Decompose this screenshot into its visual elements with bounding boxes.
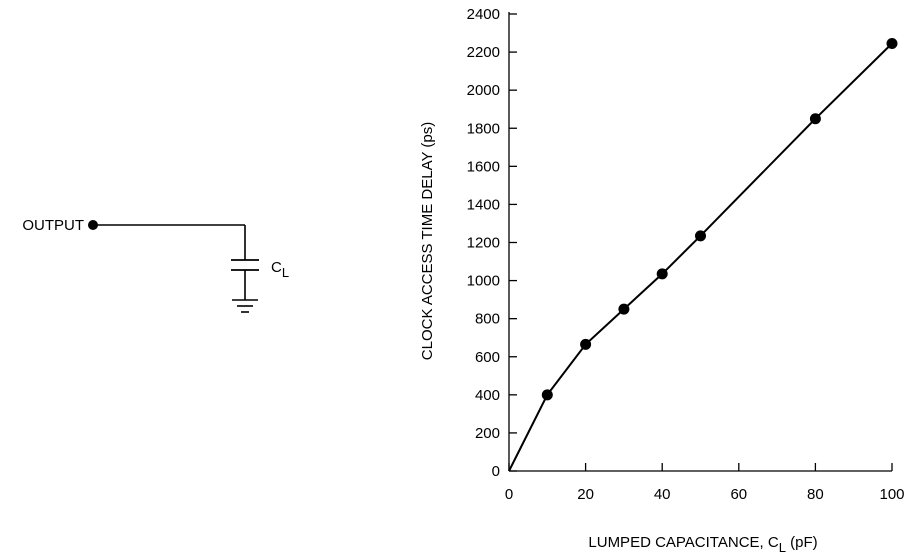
y-tick-label: 1400 — [467, 196, 500, 213]
y-tick-label: 600 — [475, 349, 500, 366]
capacitor-label-subscript: L — [282, 265, 289, 280]
data-points — [541, 38, 898, 401]
data-point — [809, 113, 821, 125]
y-tick-label: 1200 — [467, 235, 500, 252]
data-point — [886, 38, 898, 50]
data-point — [656, 268, 668, 280]
output-load-circuit: OUTPUT CL — [22, 217, 289, 313]
y-tick-label: 2400 — [467, 6, 500, 23]
x-tick-label: 40 — [654, 486, 671, 503]
series-line — [508, 42, 893, 472]
x-tick-label: 0 — [505, 486, 513, 503]
capacitor-label: CL — [271, 259, 289, 280]
x-tick-label: 60 — [730, 486, 747, 503]
output-label: OUTPUT — [22, 217, 84, 234]
y-axis-title: CLOCK ACCESS TIME DELAY (ps) — [419, 122, 436, 360]
x-axis-title-main: LUMPED CAPACITANCE, C — [588, 534, 778, 551]
y-tick-label: 1800 — [467, 120, 500, 137]
y-tick-label: 400 — [475, 387, 500, 404]
x-ticks: 0 20 40 60 80 100 — [505, 463, 905, 503]
x-axis-title-unit: (pF) — [786, 534, 818, 551]
y-tick-label: 2200 — [467, 44, 500, 61]
x-tick-label: 20 — [577, 486, 594, 503]
x-axis-title-subscript: L — [779, 540, 786, 555]
y-tick-label: 1600 — [467, 158, 500, 175]
data-point — [541, 389, 553, 401]
data-point — [695, 230, 706, 242]
data-point — [580, 338, 592, 350]
y-tick-label: 1000 — [467, 273, 500, 290]
y-tick-label: 800 — [475, 311, 500, 328]
chart: 0200400600800100012001400160018002000220… — [419, 6, 905, 555]
y-ticks: 0 200 400 600 800 1000 1200 1400 1600 1800 2000 220… — [467, 6, 517, 480]
y-tick-label: 2000 — [467, 82, 500, 99]
capacitor-label-main: C — [271, 259, 282, 276]
data-point — [618, 303, 630, 315]
x-tick-label: 100 — [879, 486, 904, 503]
x-axis-title: LUMPED CAPACITANCE, CL (pF) — [588, 534, 817, 555]
y-tick-label: 200 — [475, 425, 500, 442]
y-tick-label: 0 — [492, 463, 500, 480]
x-tick-label: 80 — [807, 486, 824, 503]
